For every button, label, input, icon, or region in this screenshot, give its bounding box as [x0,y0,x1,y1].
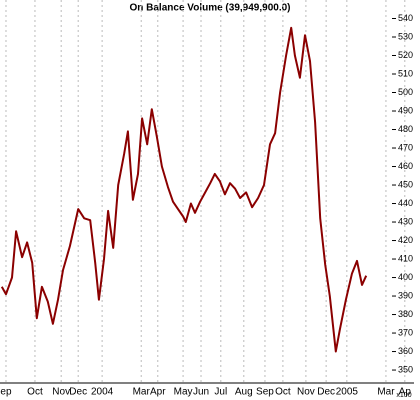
y-tick-label: 480 [398,124,413,134]
y-tick-label: 510 [398,68,413,78]
y-tick-label: 470 [398,142,413,152]
y-tick-label: 350 [398,364,413,374]
y-tick-label: 450 [398,179,413,189]
x-tick-label: Nov [52,387,70,398]
x-tick-label: Oct [275,387,291,398]
x-tick-label: Jul [214,387,227,398]
x-tick-label: Sep [256,387,274,398]
x-tick-label: Oct [27,387,43,398]
y-tick-label: 520 [398,50,413,60]
y-tick-label: 500 [398,87,413,97]
y-tick-label: 410 [398,253,413,263]
x-tick-label: Mar [133,387,151,398]
chart-title: On Balance Volume (39,949,900.0) [129,3,290,14]
x-tick-label: May [174,387,193,398]
y-tick-label: 400 [398,272,413,282]
x-tick-label: 2004 [91,387,114,398]
x-tick-label: Ap [399,387,412,398]
x-tick-label: Mar [377,387,395,398]
y-tick-label: 390 [398,290,413,300]
x-tick-label: Nov [297,387,315,398]
x-tick-label: Dec [69,387,87,398]
y-tick-label: 370 [398,327,413,337]
y-tick-label: 420 [398,235,413,245]
x-tick-label: ep [0,387,12,398]
y-tick-label: 360 [398,346,413,356]
y-tick-label: 430 [398,216,413,226]
y-tick-label: 380 [398,309,413,319]
x-tick-label: Dec [317,387,335,398]
y-tick-label: 540 [398,13,413,23]
y-unit: x100 [396,392,411,399]
y-tick-label: 490 [398,105,413,115]
y-tick-label: 530 [398,31,413,41]
x-tick-label: Jun [193,387,209,398]
y-tick-label: 440 [398,198,413,208]
x-tick-label: Apr [150,387,166,398]
x-tick-label: 2005 [336,387,359,398]
y-tick-label: 460 [398,161,413,171]
x-tick-label: Aug [235,387,253,398]
data-line [0,26,368,353]
